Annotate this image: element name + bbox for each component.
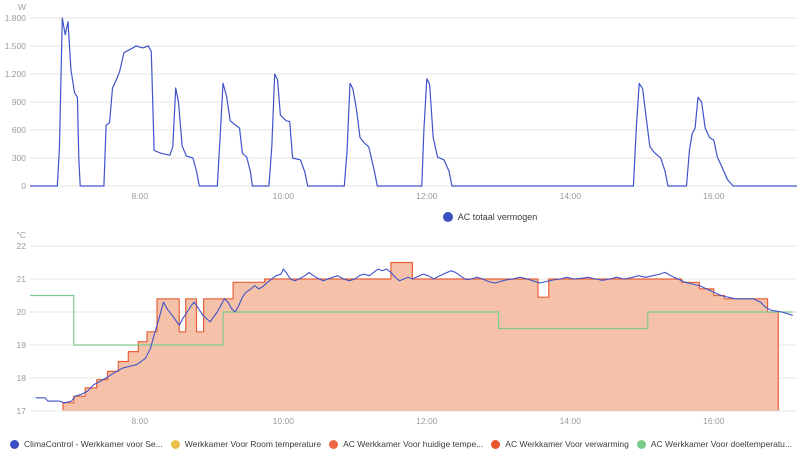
legend-dot-icon — [636, 439, 646, 449]
legend-label: AC Werkkamer Voor verwarming — [505, 439, 629, 449]
svg-text:10:00: 10:00 — [273, 416, 295, 426]
svg-text:21: 21 — [17, 274, 27, 284]
svg-text:°C: °C — [16, 230, 26, 240]
svg-text:900: 900 — [12, 97, 26, 107]
svg-text:1.500: 1.500 — [5, 41, 27, 51]
svg-text:600: 600 — [12, 125, 26, 135]
legend-item[interactable]: ClimaControl - Werkkamer voor Se... — [10, 439, 163, 449]
legend-dot-icon — [491, 439, 501, 449]
svg-text:300: 300 — [12, 153, 26, 163]
legend-item[interactable]: AC Werkkamer Voor huidige tempe... — [329, 439, 483, 449]
legend-dot-icon — [170, 439, 180, 449]
svg-text:22: 22 — [17, 241, 27, 251]
svg-text:16:00: 16:00 — [703, 191, 725, 201]
svg-text:0: 0 — [21, 181, 26, 191]
legend-dot-icon — [329, 439, 339, 449]
svg-text:19: 19 — [17, 340, 27, 350]
legend-item[interactable]: AC totaal vermogen — [442, 212, 538, 222]
svg-text:14:00: 14:00 — [560, 416, 582, 426]
legend-label: AC Werkkamer Voor huidige tempe... — [343, 439, 484, 449]
legend-label: ClimaControl - Werkkamer voor Se... — [24, 439, 163, 449]
power-chart[interactable]: 1.800 1.500 1.200 900 600 300 0 8:00 10:00 12:00 1… — [0, 0, 800, 204]
svg-text:17: 17 — [17, 406, 27, 416]
legend-label: AC totaal vermogen — [457, 212, 538, 222]
legend-label: Werkkamer Voor Room temperature — [184, 439, 322, 449]
svg-text:16:00: 16:00 — [703, 416, 725, 426]
legend-item[interactable]: Werkkamer Voor Room temperature — [170, 439, 322, 449]
legend-dot-icon — [10, 439, 20, 449]
temperature-chart[interactable]: 22 21 20 19 18 17 8:00 10:00 12:00 14:00 16:00 °C — [0, 230, 800, 430]
svg-text:1.200: 1.200 — [5, 69, 27, 79]
temperature-chart-legend: ClimaControl - Werkkamer voor Se... Werkk… — [0, 430, 800, 458]
svg-text:12:00: 12:00 — [416, 191, 438, 201]
svg-text:8:00: 8:00 — [132, 191, 149, 201]
legend-dot-icon — [442, 212, 453, 222]
svg-text:8:00: 8:00 — [132, 416, 149, 426]
svg-text:W: W — [18, 2, 26, 12]
power-chart-block: 1.800 1.500 1.200 900 600 300 0 8:00 10:00 12:00 1… — [0, 0, 800, 230]
temperature-chart-block: 22 21 20 19 18 17 8:00 10:00 12:00 14:00 16:00 °C C… — [0, 230, 800, 458]
svg-text:18: 18 — [17, 373, 27, 383]
power-chart-legend: AC totaal vermogen — [90, 204, 800, 230]
svg-text:10:00: 10:00 — [273, 191, 295, 201]
svg-text:20: 20 — [17, 307, 27, 317]
legend-item[interactable]: AC Werkkamer Voor verwarming — [491, 439, 629, 449]
legend-item[interactable]: AC Werkkamer Voor doeltemperatu... — [636, 439, 792, 449]
svg-text:14:00: 14:00 — [560, 191, 582, 201]
legend-label: AC Werkkamer Voor doeltemperatu... — [650, 439, 792, 449]
svg-text:12:00: 12:00 — [416, 416, 438, 426]
svg-text:1.800: 1.800 — [5, 13, 27, 23]
